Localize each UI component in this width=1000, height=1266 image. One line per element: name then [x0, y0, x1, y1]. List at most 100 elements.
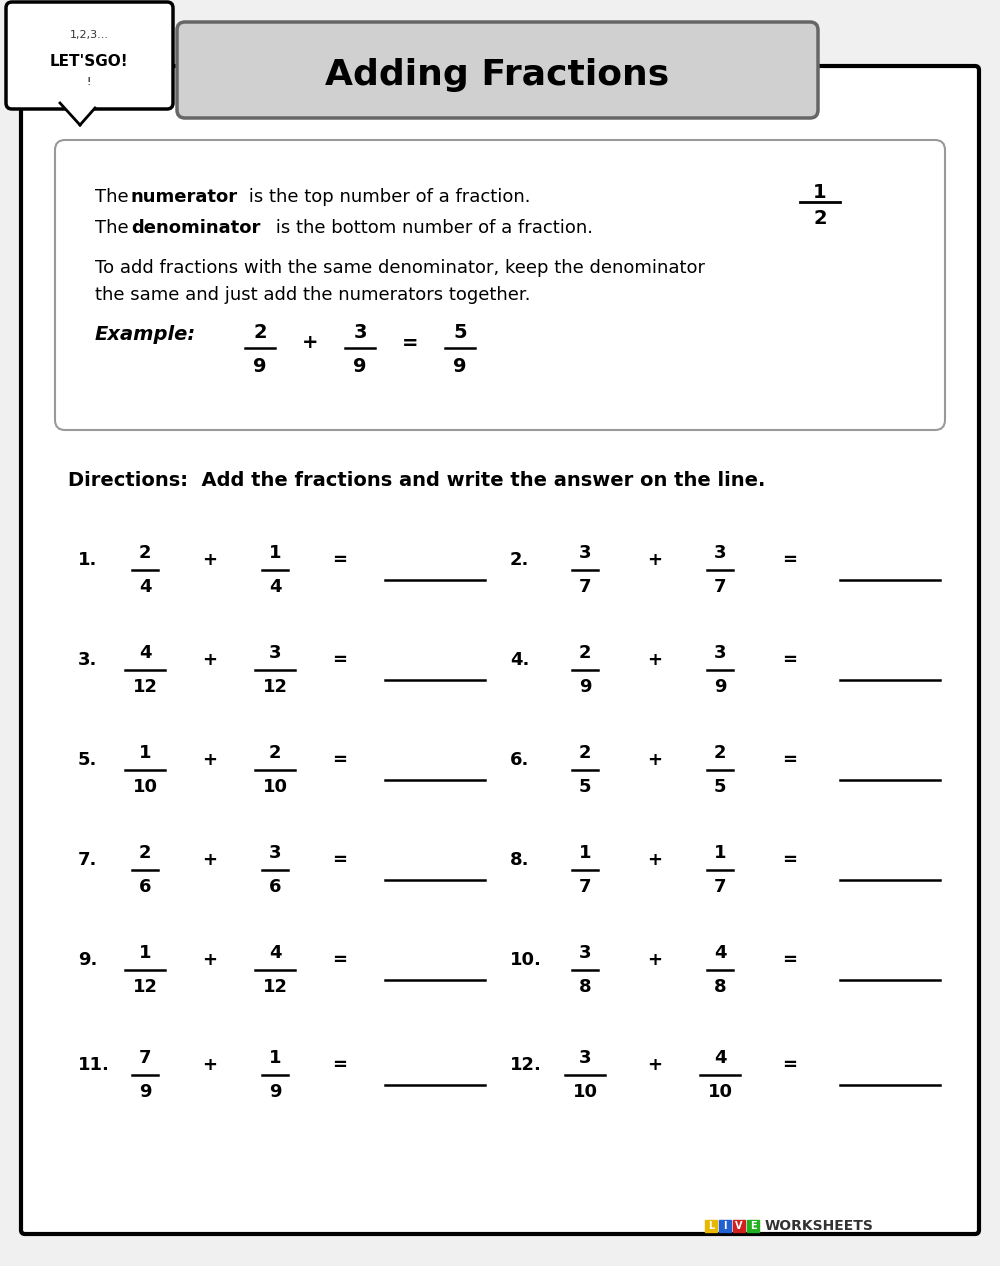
- Text: 10: 10: [572, 1082, 598, 1101]
- Text: =: =: [332, 751, 348, 768]
- Text: 12: 12: [132, 679, 158, 696]
- Text: +: +: [202, 1056, 218, 1074]
- Text: 3: 3: [269, 644, 281, 662]
- Text: =: =: [332, 851, 348, 868]
- Text: LET'SGO!: LET'SGO!: [50, 54, 128, 70]
- Text: +: +: [648, 551, 662, 568]
- Text: =: =: [782, 551, 798, 568]
- Text: 6: 6: [139, 879, 151, 896]
- Text: !: !: [87, 77, 91, 87]
- Text: 10.: 10.: [510, 951, 542, 968]
- Text: 8: 8: [714, 979, 726, 996]
- Text: 2: 2: [253, 323, 267, 342]
- Text: 1,2,3...: 1,2,3...: [70, 30, 108, 41]
- Text: +: +: [648, 751, 662, 768]
- Text: 2: 2: [139, 544, 151, 562]
- Text: The: The: [95, 219, 134, 237]
- Text: 2.: 2.: [510, 551, 529, 568]
- Text: =: =: [402, 333, 418, 352]
- Text: 4: 4: [714, 1050, 726, 1067]
- Text: E: E: [750, 1220, 756, 1231]
- Text: =: =: [782, 1056, 798, 1074]
- Text: 5: 5: [453, 323, 467, 342]
- FancyBboxPatch shape: [177, 22, 818, 118]
- Text: 1: 1: [139, 744, 151, 762]
- Text: is the top number of a fraction.: is the top number of a fraction.: [243, 187, 530, 206]
- Text: 1: 1: [579, 844, 591, 862]
- Text: 4.: 4.: [510, 651, 529, 668]
- Text: =: =: [332, 951, 348, 968]
- Text: 1: 1: [813, 182, 827, 201]
- Text: 6.: 6.: [510, 751, 529, 768]
- Text: 2: 2: [813, 209, 827, 228]
- Text: 4: 4: [714, 944, 726, 962]
- Text: 8: 8: [579, 979, 591, 996]
- Text: L: L: [708, 1220, 714, 1231]
- Text: 2: 2: [139, 844, 151, 862]
- Bar: [747, 1220, 759, 1232]
- Text: +: +: [648, 651, 662, 668]
- Text: 5: 5: [714, 779, 726, 796]
- FancyBboxPatch shape: [6, 3, 173, 109]
- Text: +: +: [302, 333, 318, 352]
- Text: 7: 7: [714, 579, 726, 596]
- Text: =: =: [782, 851, 798, 868]
- Text: 12: 12: [262, 679, 288, 696]
- Text: 1: 1: [269, 544, 281, 562]
- Text: +: +: [202, 751, 218, 768]
- Text: 12.: 12.: [510, 1056, 542, 1074]
- Text: Adding Fractions: Adding Fractions: [325, 58, 669, 92]
- Text: +: +: [202, 951, 218, 968]
- Text: +: +: [202, 551, 218, 568]
- FancyBboxPatch shape: [55, 141, 945, 430]
- Text: 10: 10: [132, 779, 158, 796]
- Text: 4: 4: [139, 644, 151, 662]
- Text: 9: 9: [253, 357, 267, 376]
- Text: 3.: 3.: [78, 651, 97, 668]
- Text: +: +: [648, 951, 662, 968]
- Text: 1: 1: [714, 844, 726, 862]
- Text: 9: 9: [579, 679, 591, 696]
- Text: +: +: [648, 1056, 662, 1074]
- Text: Directions:  Add the fractions and write the answer on the line.: Directions: Add the fractions and write …: [68, 471, 765, 490]
- Text: 6: 6: [269, 879, 281, 896]
- Text: 7: 7: [579, 879, 591, 896]
- Text: 3: 3: [579, 1050, 591, 1067]
- Text: 8.: 8.: [510, 851, 530, 868]
- Text: =: =: [782, 951, 798, 968]
- Text: To add fractions with the same denominator, keep the denominator: To add fractions with the same denominat…: [95, 260, 705, 277]
- Text: 3: 3: [714, 544, 726, 562]
- Text: 10: 10: [708, 1082, 732, 1101]
- Text: 7: 7: [714, 879, 726, 896]
- Text: 3: 3: [353, 323, 367, 342]
- Text: 2: 2: [579, 644, 591, 662]
- Text: 9.: 9.: [78, 951, 97, 968]
- FancyBboxPatch shape: [21, 66, 979, 1234]
- Text: +: +: [648, 851, 662, 868]
- Text: 3: 3: [269, 844, 281, 862]
- Text: 9: 9: [269, 1082, 281, 1101]
- Text: 9: 9: [714, 679, 726, 696]
- Text: I: I: [723, 1220, 727, 1231]
- Text: is the bottom number of a fraction.: is the bottom number of a fraction.: [270, 219, 593, 237]
- Text: 7: 7: [139, 1050, 151, 1067]
- Text: 2: 2: [714, 744, 726, 762]
- Text: the same and just add the numerators together.: the same and just add the numerators tog…: [95, 286, 530, 304]
- Text: denominator: denominator: [131, 219, 260, 237]
- Text: 9: 9: [353, 357, 367, 376]
- Text: 2: 2: [269, 744, 281, 762]
- Text: 2: 2: [579, 744, 591, 762]
- Text: 1.: 1.: [78, 551, 97, 568]
- Text: +: +: [202, 651, 218, 668]
- Text: =: =: [332, 551, 348, 568]
- Bar: [733, 1220, 745, 1232]
- Text: WORKSHEETS: WORKSHEETS: [765, 1219, 874, 1233]
- Text: 7.: 7.: [78, 851, 97, 868]
- Text: 1: 1: [269, 1050, 281, 1067]
- Text: The: The: [95, 187, 134, 206]
- Polygon shape: [60, 103, 95, 125]
- Text: 7: 7: [579, 579, 591, 596]
- Bar: [719, 1220, 731, 1232]
- Text: 4: 4: [269, 579, 281, 596]
- Text: 5.: 5.: [78, 751, 97, 768]
